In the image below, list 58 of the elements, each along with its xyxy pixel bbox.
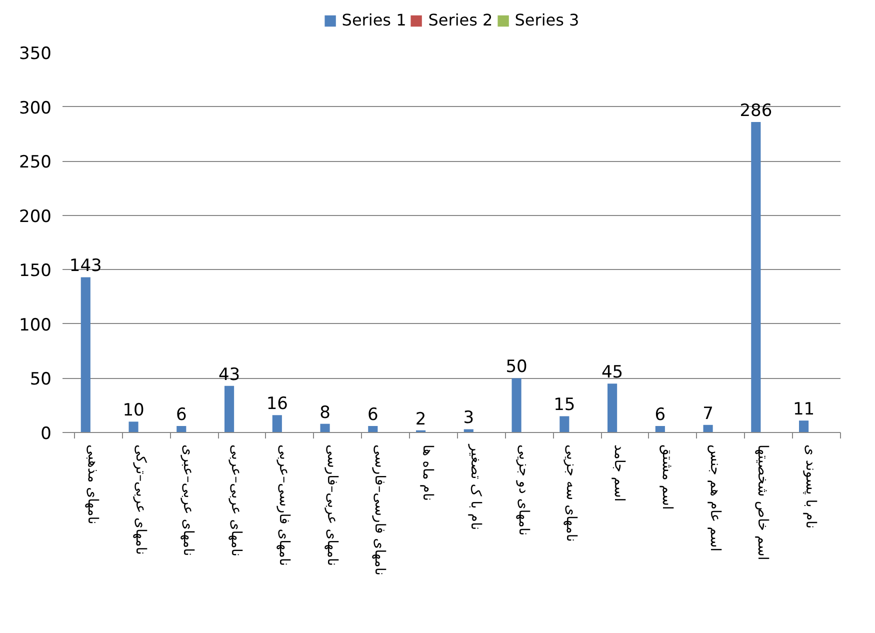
bar: [464, 429, 474, 432]
bar: [224, 386, 234, 432]
x-tick-label: نامهای فارسی–فارسی: [372, 444, 388, 576]
data-label: 3: [463, 408, 474, 428]
x-tick-label: نام ماه ها: [420, 444, 436, 501]
bar: [272, 415, 282, 432]
y-tick-label: 250: [19, 152, 52, 173]
y-tick-label: 100: [19, 315, 52, 336]
bar: [703, 424, 713, 432]
bar: [751, 122, 761, 432]
x-tick-label: نامهای عربی–فارسی: [324, 444, 340, 566]
legend-label: Series 3: [514, 10, 580, 30]
data-label: 16: [266, 394, 288, 414]
data-label: 7: [702, 404, 714, 424]
bar: [560, 416, 570, 432]
x-tick-label: نام با ک تصغیر: [467, 444, 484, 530]
y-tick-label: 350: [19, 44, 52, 64]
data-label: 50: [506, 357, 528, 378]
data-label: 6: [367, 404, 378, 425]
data-label: 2: [415, 409, 426, 430]
data-label: 6: [176, 404, 187, 425]
bar: [176, 426, 186, 432]
x-tick-label: اسم عام هم جنس: [706, 444, 723, 552]
x-tick-label: نامهای عربی–عربی: [228, 444, 244, 557]
data-label: 43: [218, 364, 240, 385]
y-tick-label: 300: [19, 98, 52, 118]
bar: [799, 420, 809, 432]
x-tick-label: اسم خاص شخصیتها: [754, 444, 771, 560]
data-label: 286: [740, 100, 772, 121]
x-tick-label: نامهای دو جزیی: [515, 444, 532, 536]
legend-label: Series 2: [428, 10, 493, 30]
x-tick-label: نام با پسوند ی: [802, 444, 819, 529]
x-tick-label: نامهای سه جزیی: [563, 444, 580, 542]
y-tick-label: 50: [30, 370, 52, 390]
bar: [512, 378, 522, 432]
legend-label: Series 1: [342, 10, 406, 30]
bar: [608, 384, 618, 432]
bar: [320, 424, 330, 432]
x-tick-label: اسم مشتق: [658, 444, 675, 510]
data-label: 10: [122, 400, 144, 421]
x-tick-label: نامهای فارسی–عربی: [276, 444, 292, 566]
data-label: 143: [69, 256, 102, 276]
y-tick-label: 150: [19, 261, 52, 282]
x-tick-label: نامهای مذهبی: [84, 444, 100, 524]
bar: [80, 277, 90, 432]
bar: [368, 426, 378, 432]
data-label: 15: [554, 395, 576, 416]
bar: [128, 422, 138, 432]
bar: [655, 426, 665, 432]
data-label: 45: [601, 362, 624, 383]
y-tick-label: 200: [19, 206, 52, 227]
data-label: 6: [654, 404, 666, 425]
x-tick-label: نامهای عربی–ترکی: [132, 444, 148, 555]
data-label: 8: [320, 402, 330, 423]
x-tick-label: نامهای عربی–عبری: [180, 444, 196, 556]
x-tick-label: اسم جامد: [611, 444, 628, 502]
data-label: 11: [792, 400, 815, 420]
y-tick-label: 0: [40, 424, 52, 444]
